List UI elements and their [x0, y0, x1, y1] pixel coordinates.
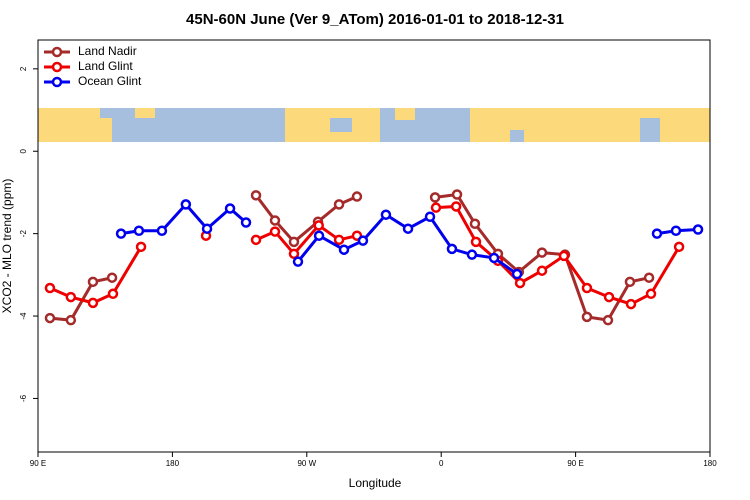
legend-marker: [51, 61, 63, 73]
plot-frame: [37, 39, 711, 453]
data-point: [651, 228, 663, 239]
series: [115, 199, 704, 280]
x-axis-label: Longitude: [349, 476, 402, 490]
series: [44, 189, 655, 326]
x-tick-label: 0: [439, 459, 444, 468]
y-tick-label: 2: [19, 66, 28, 71]
y-axis-label: XCO2 - MLO trend (ppm): [0, 179, 14, 314]
data-point: [488, 252, 500, 264]
data-point: [288, 236, 300, 248]
data-point: [313, 230, 325, 241]
data-point: [44, 282, 56, 294]
data-point: [558, 250, 570, 262]
data-point: [333, 199, 345, 210]
data-point: [156, 225, 168, 237]
data-point: [602, 314, 614, 326]
x-tick-label: 90 E: [567, 459, 583, 468]
data-point: [115, 228, 127, 239]
data-point: [450, 201, 462, 212]
map-strip: [38, 108, 710, 142]
data-point: [87, 276, 99, 288]
data-point: [673, 241, 685, 253]
data-point: [603, 291, 615, 303]
data-point: [65, 314, 77, 326]
x-tick-label: 180: [166, 459, 180, 468]
data-point: [292, 256, 304, 267]
data-point: [430, 202, 442, 213]
legend-marker: [51, 46, 63, 58]
data-point: [470, 236, 482, 248]
data-point: [581, 311, 593, 323]
data-point: [536, 247, 548, 258]
x-tick-label: 90 E: [30, 459, 46, 468]
legend-label: Land Nadir: [78, 44, 137, 58]
data-point: [511, 268, 523, 280]
data-point: [536, 265, 548, 276]
data-point: [224, 203, 236, 214]
y-tick-label: -2: [19, 230, 28, 238]
data-point: [87, 297, 99, 309]
data-point: [333, 234, 345, 246]
data-point: [107, 288, 119, 300]
data-point: [288, 248, 300, 260]
data-point: [446, 243, 458, 255]
data-point: [351, 191, 363, 202]
data-point: [424, 211, 436, 222]
data-point: [624, 276, 636, 288]
data-point: [643, 272, 655, 283]
series: [44, 201, 685, 310]
data-point: [240, 217, 252, 228]
x-tick-label: 90 W: [297, 459, 316, 468]
data-point: [514, 277, 526, 289]
data-point: [692, 224, 704, 235]
data-point: [645, 288, 657, 300]
y-tick-label: 0: [19, 148, 28, 153]
data-point: [269, 226, 281, 237]
data-point: [106, 272, 118, 283]
legend-label: Ocean Glint: [78, 74, 142, 88]
data-point: [402, 223, 414, 234]
legend-label: Land Glint: [78, 59, 133, 73]
data-point: [250, 190, 262, 201]
legend-marker: [51, 76, 63, 88]
data-point: [180, 199, 192, 210]
data-point: [466, 249, 478, 260]
x-tick-label: 180: [703, 459, 717, 468]
data-point: [429, 192, 441, 203]
data-point: [65, 291, 77, 303]
y-tick-label: -4: [19, 312, 28, 320]
data-point: [44, 312, 56, 324]
chart-title: 45N-60N June (Ver 9_ATom) 2016-01-01 to …: [186, 11, 564, 28]
data-point: [451, 189, 463, 200]
data-point: [625, 298, 637, 310]
data-point: [357, 235, 369, 246]
data-point: [201, 223, 213, 234]
data-point: [338, 244, 350, 255]
data-point: [135, 241, 147, 253]
data-point: [250, 234, 262, 246]
data-point: [313, 220, 324, 231]
data-point: [269, 215, 281, 226]
data-point: [380, 209, 392, 220]
data-point: [581, 282, 593, 294]
data-point: [133, 225, 145, 237]
y-tick-label: -6: [19, 394, 28, 402]
data-point: [670, 225, 682, 237]
data-point: [469, 218, 481, 230]
